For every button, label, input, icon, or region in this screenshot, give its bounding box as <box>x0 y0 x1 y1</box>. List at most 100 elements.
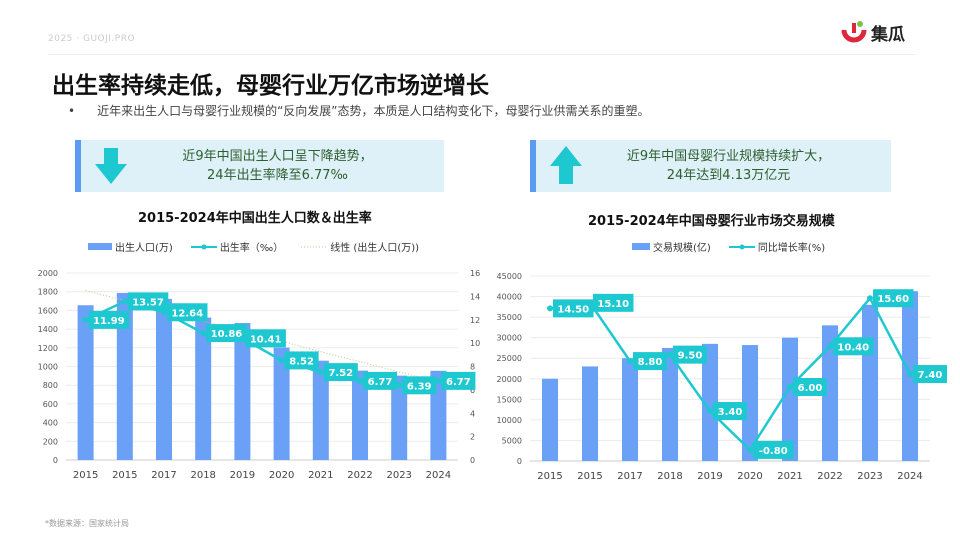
data-point <box>317 369 324 376</box>
x-tick-label: 2019 <box>697 471 722 482</box>
data-label-bg <box>913 365 947 384</box>
data-label: 6.39 <box>407 381 432 392</box>
data-label: 15.10 <box>597 299 629 310</box>
topline: 2025 · GUOJI.PRO <box>48 34 136 44</box>
x-tick-label: 2017 <box>151 470 176 481</box>
legend-item: 出生率（‰） <box>190 239 284 254</box>
x-tick-label: 2023 <box>857 471 882 482</box>
data-label-bg <box>127 292 169 311</box>
data-label: -0.80 <box>759 446 788 457</box>
bar <box>542 378 558 461</box>
logo: 集瓜 <box>841 20 905 45</box>
data-label-bg <box>245 329 286 348</box>
data-point <box>827 343 833 350</box>
data-point <box>627 358 633 365</box>
x-tick-label: 2024 <box>897 471 922 482</box>
data-point <box>82 316 89 323</box>
bar <box>391 375 408 460</box>
bar <box>582 366 598 461</box>
rate-line <box>549 295 912 452</box>
y-tick-label: 200 <box>43 437 58 446</box>
data-point <box>239 335 246 342</box>
legend-swatch <box>190 244 217 249</box>
arrow-up-icon <box>550 146 582 184</box>
legend-label: 交易规模(亿) <box>653 243 711 254</box>
data-label: 12.64 <box>171 308 203 319</box>
data-label-bg <box>167 303 208 322</box>
data-label: 6.77 <box>446 377 471 388</box>
x-tick-label: 2017 <box>617 471 642 482</box>
data-label-bg <box>363 371 397 390</box>
y2-tick-label: 0 <box>470 456 475 465</box>
x-tick-label: 2023 <box>386 470 411 481</box>
data-label-bg <box>284 351 319 370</box>
y-tick-label: 0 <box>517 457 522 466</box>
data-point <box>907 371 913 378</box>
x-tick-label: 2015 <box>537 471 562 482</box>
divider <box>48 54 915 55</box>
data-label-bg <box>713 402 747 421</box>
data-point <box>747 446 753 453</box>
bullet-content: 近年来出生人口与母婴行业规模的“反向发展”态势，本质是人口结构变化下，母婴行业供… <box>97 104 650 118</box>
legend-swatch <box>301 246 328 247</box>
chart-title-right: 2015-2024年中国母婴行业市场交易规模 <box>588 214 835 229</box>
data-label: 14.50 <box>557 304 589 315</box>
bar <box>622 358 638 461</box>
bar <box>77 305 94 460</box>
data-label-bg <box>553 299 594 318</box>
data-label-bg <box>633 352 667 371</box>
legend-item: 线性 (出生人口(万)) <box>301 239 419 254</box>
logo-text: 集瓜 <box>871 25 905 45</box>
x-tick-label: 2015 <box>73 470 98 481</box>
x-tick-label: 2022 <box>347 470 372 481</box>
data-label-bg <box>206 324 247 343</box>
y-tick-label: 1800 <box>38 288 58 297</box>
data-label: 6.00 <box>798 383 823 394</box>
y-tick-label: 30000 <box>497 334 522 343</box>
data-label: 10.86 <box>211 329 243 340</box>
y-tick-label: 600 <box>43 400 58 409</box>
y2-tick-label: 2 <box>470 433 475 442</box>
bar <box>352 370 368 460</box>
data-label: 6.77 <box>368 377 393 388</box>
data-point <box>161 309 167 316</box>
bar <box>822 325 838 461</box>
x-tick-label: 2022 <box>817 471 842 482</box>
source-note: *数据来源：国家统计局 <box>45 519 129 528</box>
bar <box>702 343 718 461</box>
y-tick-label: 5000 <box>502 436 522 445</box>
chart-right: 0 5000 10000 15000 20000 25000 30000 35000 40000… <box>497 272 947 482</box>
data-label-bg <box>673 345 707 364</box>
data-point <box>121 298 128 305</box>
y-tick-label: 10000 <box>497 416 522 425</box>
bullet-text: • 近年来出生人口与母婴行业规模的“反向发展”态势，本质是人口结构变化下，母婴行业… <box>68 104 650 118</box>
data-label: 8.80 <box>638 357 663 368</box>
data-label: 13.57 <box>132 297 164 308</box>
legend-right: 交易规模(亿) 同比增长率(%) <box>632 239 825 254</box>
data-point <box>667 351 673 358</box>
y-tick-label: 45000 <box>497 272 522 281</box>
legend-swatch <box>88 243 112 250</box>
data-point <box>787 384 793 390</box>
data-label-bg <box>402 376 437 395</box>
legend-left: 出生人口(万) 出生率（‰） 线性 (出生人口(万)) <box>88 239 419 254</box>
callout-line: 近9年中国出生人口呈下降趋势， <box>182 149 373 164</box>
data-point <box>587 299 593 306</box>
y-tick-label: 400 <box>43 419 58 428</box>
bar <box>273 347 290 460</box>
data-label: 8.52 <box>289 356 314 367</box>
data-point <box>357 377 363 384</box>
y2-tick-label: 6 <box>470 386 475 395</box>
x-tick-label: 2015 <box>577 471 602 482</box>
data-label-bg <box>833 337 874 356</box>
legend-label: 出生率（‰） <box>219 243 284 254</box>
y2-tick-label: 16 <box>470 269 480 278</box>
data-label-bg <box>441 371 476 390</box>
x-tick-label: 2019 <box>230 470 255 481</box>
bar <box>312 360 329 460</box>
bar <box>662 347 678 461</box>
data-label: 7.52 <box>328 368 353 379</box>
y-tick-label: 25000 <box>497 354 522 363</box>
x-tick-label: 2020 <box>269 470 294 481</box>
y2-tick-label: 8 <box>470 363 475 372</box>
